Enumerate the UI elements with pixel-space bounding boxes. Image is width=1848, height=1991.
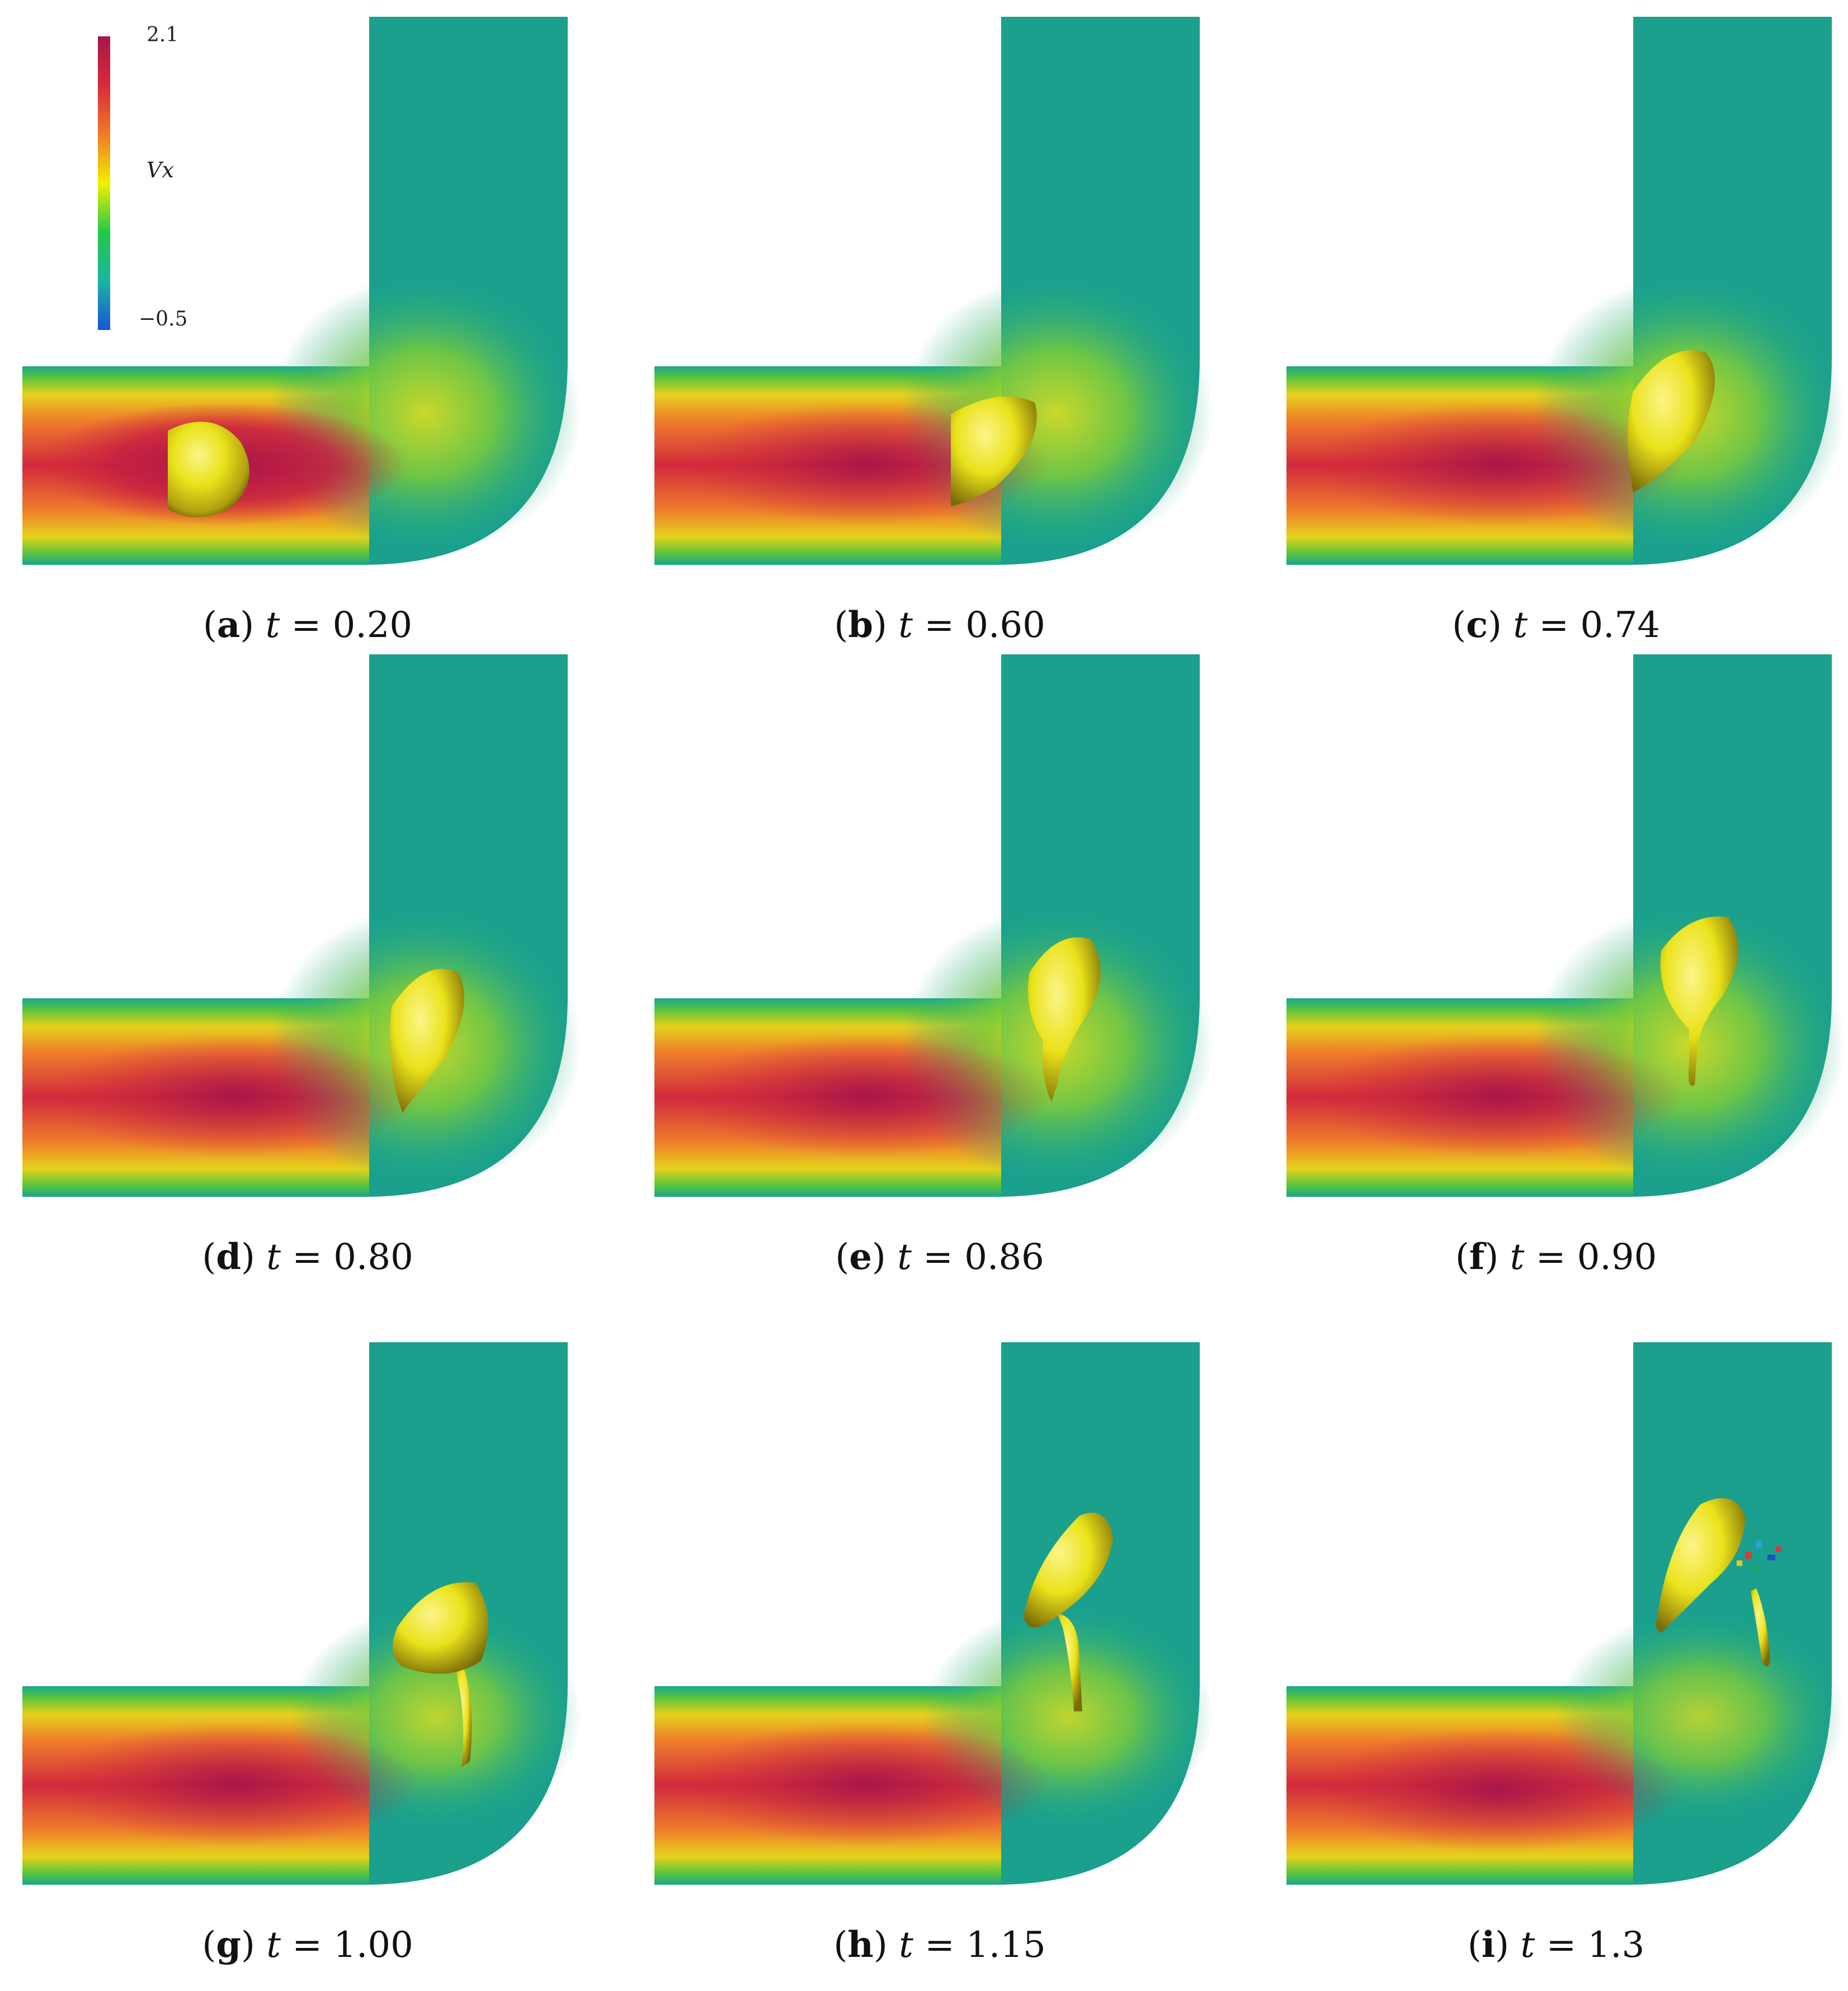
flow-field-g — [22, 1342, 582, 1885]
caption-f: (f) t = 0.90 — [1455, 1236, 1657, 1278]
flow-field-h — [654, 1342, 1214, 1885]
colorbar — [98, 36, 115, 330]
caption-h: (h) t = 1.15 — [833, 1924, 1046, 1966]
droplet-tail — [1057, 1613, 1082, 1711]
flow-field-e — [654, 654, 1214, 1197]
caption-b: (b) t = 0.60 — [834, 604, 1045, 646]
colorbar-min-label: −0.5 — [139, 308, 188, 331]
flow-field-a — [22, 17, 582, 565]
caption-time: 0.20 — [332, 605, 413, 646]
caption-time: 0.60 — [965, 605, 1045, 646]
channel — [22, 17, 582, 565]
caption-label: a — [216, 604, 241, 646]
panel-d: (d) t = 0.80 — [0, 638, 615, 1303]
droplet-tail — [456, 1669, 472, 1767]
droplet — [393, 1582, 488, 1674]
flow-field-d — [22, 654, 582, 1197]
flow-field-i — [1286, 1342, 1846, 1885]
caption-a: (a) t = 0.20 — [202, 604, 413, 646]
flow-field-f — [1286, 654, 1846, 1197]
droplet — [1660, 916, 1738, 1086]
panel-g: (g) t = 1.00 — [0, 1325, 615, 1991]
droplet — [390, 969, 464, 1113]
caption-time: 1.00 — [333, 1924, 413, 1966]
panel-f: (f) t = 0.90 — [1264, 638, 1848, 1303]
panel-c: (c) t = 0.74 — [1264, 0, 1848, 660]
droplet — [1656, 1498, 1745, 1633]
colorbar-gradient — [98, 36, 110, 330]
caption-time: 1.15 — [966, 1924, 1046, 1966]
panel-a: 2.1 Vx −0.5 (a) t = 0.20 — [0, 0, 615, 660]
caption-time: 1.3 — [1587, 1924, 1645, 1966]
caption-label: f — [1469, 1236, 1485, 1278]
caption-g: (g) t = 1.00 — [202, 1924, 413, 1966]
caption-d: (d) t = 0.80 — [202, 1236, 413, 1278]
flow-field-b — [654, 17, 1214, 565]
caption-label: h — [847, 1924, 874, 1966]
panel-i: (i) t = 1.3 — [1264, 1325, 1848, 1991]
caption-label: g — [216, 1924, 241, 1966]
panel-h: (h) t = 1.15 — [632, 1325, 1247, 1991]
droplet — [168, 422, 249, 517]
caption-time: 0.90 — [1577, 1237, 1657, 1278]
droplet — [1024, 1513, 1113, 1627]
caption-label: e — [849, 1236, 872, 1278]
caption-i: (i) t = 1.3 — [1467, 1924, 1645, 1966]
caption-time: 0.74 — [1580, 605, 1660, 646]
panel-b: (b) t = 0.60 — [632, 0, 1247, 660]
panel-e: (e) t = 0.86 — [632, 638, 1247, 1303]
caption-e: (e) t = 0.86 — [835, 1236, 1044, 1278]
caption-label: c — [1466, 604, 1488, 646]
droplet-tail — [1751, 1588, 1770, 1667]
caption-label: d — [216, 1236, 241, 1278]
colorbar-max-label: 2.1 — [147, 23, 179, 46]
caption-label: i — [1481, 1924, 1496, 1966]
droplet — [951, 396, 1037, 506]
flow-field-c — [1286, 17, 1846, 565]
caption-label: b — [848, 604, 873, 646]
droplet — [1027, 937, 1101, 1102]
colorbar-variable-label: Vx — [147, 158, 174, 182]
droplet — [1628, 350, 1715, 492]
caption-c: (c) t = 0.74 — [1452, 604, 1660, 646]
caption-time: 0.80 — [333, 1237, 413, 1278]
caption-time: 0.86 — [964, 1237, 1044, 1278]
